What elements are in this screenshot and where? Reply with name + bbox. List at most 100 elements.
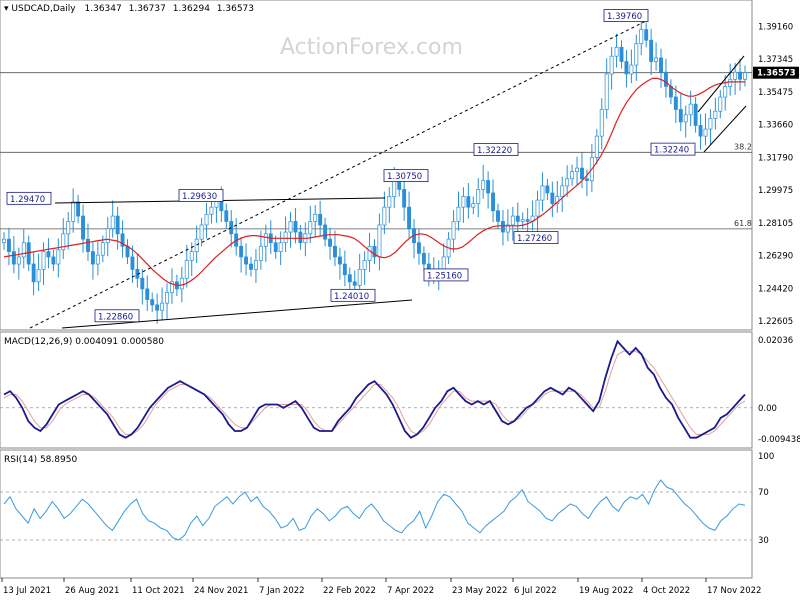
candle-body — [496, 210, 500, 222]
candle-body — [288, 221, 293, 233]
candle-body — [683, 114, 688, 123]
candle-body — [337, 256, 342, 265]
candle-body — [333, 245, 337, 258]
header-symbol: USDCAD,Daily — [11, 4, 76, 14]
x-tick-label: 22 Feb 2022 — [323, 586, 376, 596]
candle-body — [298, 231, 303, 244]
price-y-tick: 1.24420 — [758, 285, 793, 295]
header-icon: ▾ — [4, 4, 11, 14]
candle-body — [46, 251, 51, 258]
candle-body — [466, 196, 471, 208]
candle-body — [634, 43, 639, 66]
candle-body — [313, 213, 318, 222]
x-tick-label: 7 Apr 2022 — [387, 586, 434, 596]
candle-body — [575, 167, 579, 173]
candle-body — [471, 203, 476, 208]
level-label-box — [6, 191, 52, 205]
candle-body — [614, 46, 619, 57]
candle-body — [664, 71, 668, 87]
x-tick-label: 19 Aug 2022 — [579, 586, 633, 596]
macd-y-tick: 0.00 — [758, 404, 777, 414]
x-tick-label: 23 May 2022 — [452, 586, 507, 596]
candle-body — [328, 238, 332, 247]
rsi-title: RSI(14) 58.8950 — [4, 455, 77, 465]
candle-body — [293, 221, 298, 233]
x-tick-label: 26 Aug 2021 — [65, 586, 119, 596]
x-tick-label: 7 Jan 2022 — [259, 586, 305, 596]
level-label-box — [650, 142, 696, 156]
candle-body — [184, 260, 189, 279]
candle-body — [743, 72, 747, 80]
price-y-tick: 1.39160 — [758, 23, 793, 33]
level-label-box — [383, 169, 429, 183]
candle-body — [392, 180, 397, 197]
candle-body — [520, 219, 525, 222]
candle-body — [673, 96, 678, 110]
candle-body — [2, 238, 6, 244]
level-label-box — [94, 309, 140, 323]
last-price-box — [753, 66, 799, 79]
candle-body — [570, 171, 575, 180]
price-y-tick: 1.22605 — [758, 317, 793, 327]
candle-body — [456, 206, 461, 222]
candle-body — [352, 281, 357, 286]
chart-header: ▾ USDCAD,Daily 1.36347 1.36737 1.36294 1… — [4, 4, 254, 14]
candle-body — [21, 242, 26, 258]
x-tick-label: 24 Nov 2021 — [194, 586, 248, 596]
candle-body — [115, 215, 120, 235]
price-y-tick: 1.26290 — [758, 251, 793, 261]
candle-body — [86, 238, 90, 252]
candle-body — [481, 180, 486, 190]
candle-body — [81, 215, 85, 240]
fib-label: 61.8 — [734, 219, 752, 228]
candle-body — [703, 128, 708, 137]
level-label: 1.39760 — [607, 12, 642, 22]
price-y-tick: 1.28105 — [758, 219, 793, 229]
candle-body — [95, 254, 100, 265]
svg-text:▾ USDCAD,Daily 1.36347: ▾ USDCAD,Daily 1.36347 1.36737 1.36294 1… — [4, 4, 254, 14]
candle-body — [594, 135, 599, 158]
candle-body — [308, 221, 313, 235]
macd-title: MACD(12,26,9) 0.004091 0.000580 — [4, 337, 164, 347]
level-label: 1.32240 — [654, 146, 689, 156]
candle-body — [263, 233, 268, 247]
macd-line — [3, 339, 746, 439]
candle-body — [61, 233, 66, 251]
candle-body — [105, 228, 110, 244]
candle-body — [170, 281, 174, 293]
price-y-tick: 1.31790 — [758, 154, 793, 164]
candle-body — [71, 201, 76, 222]
level-label-box — [423, 268, 469, 282]
candle-body — [733, 71, 738, 80]
candle-body — [11, 251, 16, 265]
macd-panel — [0, 331, 753, 449]
candle-body — [204, 213, 209, 226]
candle-body — [417, 242, 421, 254]
candle-body — [120, 233, 125, 247]
level-label-box — [473, 143, 519, 156]
candle-body — [476, 189, 481, 204]
lower-trend-line — [61, 299, 413, 329]
header-high: 1.36737 — [129, 4, 166, 14]
candle-body — [441, 256, 446, 270]
candle-body — [550, 192, 555, 204]
candle-body — [66, 221, 71, 235]
level-label: 1.32220 — [477, 146, 512, 156]
candle-body — [239, 245, 244, 258]
level-label: 1.30750 — [387, 172, 422, 182]
candle-body — [510, 215, 515, 226]
level-labels: 38.2 61.8 1.39760 1.32220 1.32240 1.30750 1.29… — [6, 9, 752, 323]
candle-body — [372, 245, 377, 258]
price-y-tick: 1.37345 — [758, 55, 793, 65]
candle-body — [659, 57, 663, 73]
candle-body — [654, 57, 659, 62]
candle-body — [609, 55, 614, 75]
candle-body — [382, 206, 387, 226]
candle-body — [545, 185, 550, 194]
candle-body — [525, 219, 530, 222]
candle-body — [402, 189, 407, 208]
rsi-series — [0, 479, 752, 541]
level-label-box — [330, 288, 376, 302]
